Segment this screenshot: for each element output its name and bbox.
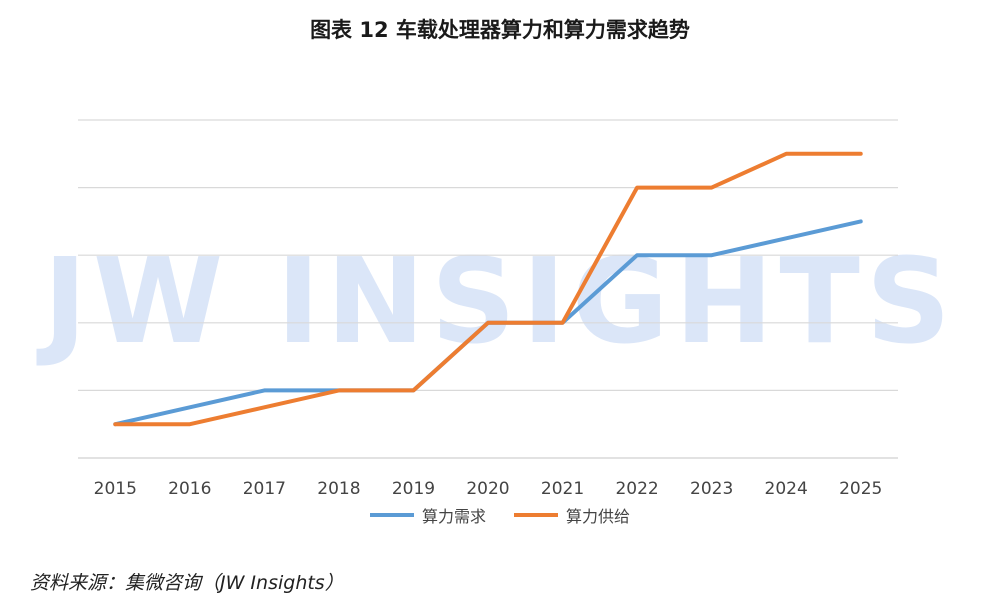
legend-swatch-supply <box>514 513 558 517</box>
legend-swatch-demand <box>369 513 414 517</box>
x-tick-label: 2025 <box>839 479 882 499</box>
source-note: 资料来源：集微咨询（JW Insights） <box>30 572 344 594</box>
x-tick-label: 2019 <box>392 479 435 499</box>
legend-item-demand: 算力需求 <box>369 503 486 527</box>
x-tick-label: 2022 <box>615 479 658 499</box>
series-lines <box>113 151 863 427</box>
x-axis-ticks: 2015 2016 2017 2018 2019 2020 2021 2022 2023 2024… <box>94 479 883 499</box>
legend-item-supply: 算力供给 <box>514 503 630 527</box>
legend: 算力需求 算力供给 <box>0 503 1000 527</box>
series-line-supply <box>113 151 863 427</box>
x-tick-label: 2015 <box>94 479 137 499</box>
x-tick-label: 2024 <box>765 479 808 499</box>
x-tick-label: 2016 <box>168 479 211 499</box>
watermark-text: JW INSIGHTS <box>36 232 957 370</box>
legend-label-supply: 算力供给 <box>566 507 631 526</box>
chart-title: 图表 12 车载处理器算力和算力需求趋势 <box>310 18 690 42</box>
x-tick-label: 2018 <box>317 479 360 499</box>
x-tick-label: 2020 <box>466 479 509 499</box>
x-tick-label: 2023 <box>690 479 733 499</box>
x-tick-label: 2021 <box>541 479 584 499</box>
legend-label-demand: 算力需求 <box>421 507 486 526</box>
x-tick-label: 2017 <box>243 479 286 499</box>
